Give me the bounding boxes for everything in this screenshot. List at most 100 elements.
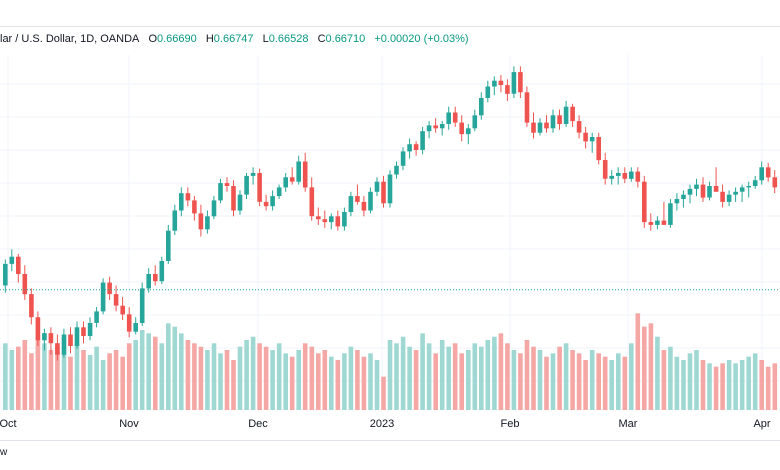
candle-body xyxy=(139,288,145,323)
candle-body xyxy=(596,137,601,161)
volume-bar xyxy=(309,346,315,410)
volume-bar xyxy=(446,346,451,410)
volume-bar xyxy=(629,343,634,410)
close-value: 0.66710 xyxy=(325,33,366,45)
candle-body xyxy=(505,85,510,94)
candle-body xyxy=(739,187,745,192)
candle-body xyxy=(707,186,712,198)
candle-body xyxy=(661,220,667,225)
volume-bar xyxy=(348,346,354,410)
low-label: L xyxy=(262,33,269,45)
candle-body xyxy=(48,333,54,344)
volume-bar xyxy=(752,353,758,410)
volume-bar xyxy=(61,353,67,410)
candle-body xyxy=(446,112,451,124)
volume-bar xyxy=(583,360,588,410)
candlestick-chart[interactable] xyxy=(0,0,780,440)
volume-bar xyxy=(276,343,282,410)
volume-bar xyxy=(205,350,210,410)
candle-body xyxy=(355,196,360,202)
candle-body xyxy=(720,191,725,202)
high-value: 0.66747 xyxy=(213,33,254,45)
volume-bar xyxy=(3,343,8,410)
volume-bar xyxy=(466,350,471,410)
volume-bar xyxy=(381,376,386,410)
volume-bar xyxy=(661,350,667,410)
candle-body xyxy=(159,261,165,282)
volume-bar xyxy=(518,353,523,410)
volume-bar xyxy=(172,326,178,410)
candle-body xyxy=(166,230,171,261)
candle-body xyxy=(335,216,341,227)
divider xyxy=(0,440,780,441)
volume-bar xyxy=(244,340,249,410)
candle-body xyxy=(413,144,419,150)
candle-body xyxy=(257,173,262,202)
candle-body xyxy=(126,314,132,332)
candle-body xyxy=(113,294,119,306)
volume-bar xyxy=(218,353,223,410)
volume-bar xyxy=(289,356,295,410)
volume-bar xyxy=(48,350,54,410)
candle-body xyxy=(211,200,217,217)
candle-body xyxy=(237,194,243,211)
volume-bar xyxy=(133,340,138,410)
volume-bar xyxy=(407,346,412,410)
candle-body xyxy=(74,327,80,346)
candle-body xyxy=(276,187,282,197)
candle-body xyxy=(68,334,73,346)
low-value: 0.66528 xyxy=(268,33,309,45)
candle-body xyxy=(544,122,549,129)
candle-body xyxy=(224,183,230,186)
candle-body xyxy=(16,256,21,274)
candle-body xyxy=(270,196,275,207)
candle-body xyxy=(694,184,699,189)
volume-bar xyxy=(29,353,34,410)
open-value: 0.66690 xyxy=(157,33,197,45)
volume-bar xyxy=(550,353,556,410)
candle-body xyxy=(394,165,399,175)
volume-bar xyxy=(459,353,464,410)
volume-bar xyxy=(570,350,575,410)
candle-body xyxy=(296,161,301,182)
candle-body xyxy=(9,256,15,264)
volume-bar xyxy=(687,353,693,410)
volume-bar xyxy=(602,356,608,410)
volume-bar xyxy=(368,353,373,410)
volume-bar xyxy=(433,353,438,410)
volume-bar xyxy=(87,355,93,410)
volume-bar xyxy=(531,346,536,410)
volume-bar xyxy=(237,346,243,410)
high-label: H xyxy=(205,33,214,45)
volume-bar xyxy=(694,350,699,410)
volume-bar xyxy=(674,356,680,410)
volume-bar xyxy=(733,363,738,410)
candle-body xyxy=(589,137,595,142)
candle-body xyxy=(459,122,464,135)
candle-body xyxy=(185,193,191,201)
volume-bar xyxy=(74,343,80,410)
volume-bar xyxy=(22,340,28,410)
volume-bar xyxy=(492,336,497,410)
volume-bar xyxy=(139,330,145,410)
volume-bar xyxy=(146,333,151,410)
candle-body xyxy=(302,161,308,188)
candle-body xyxy=(348,196,354,212)
candle-body xyxy=(400,151,406,166)
candle-body xyxy=(146,274,151,289)
volume-bar xyxy=(55,346,60,410)
volume-bar xyxy=(616,353,621,410)
candle-body xyxy=(231,186,236,211)
candle-body xyxy=(498,80,504,85)
candle-body xyxy=(655,220,660,225)
candle-body xyxy=(609,175,614,179)
volume-bar xyxy=(211,343,217,410)
ohlc-legend: lar / U.S. Dollar, 1D, OANDA O0.66690 H0… xyxy=(0,33,469,47)
volume-bar xyxy=(231,360,236,410)
volume-bar xyxy=(126,343,132,410)
volume-bar xyxy=(100,360,106,410)
candle-body xyxy=(602,160,608,179)
candle-body xyxy=(485,86,491,98)
candle-body xyxy=(629,171,634,179)
top-bar xyxy=(0,0,780,27)
